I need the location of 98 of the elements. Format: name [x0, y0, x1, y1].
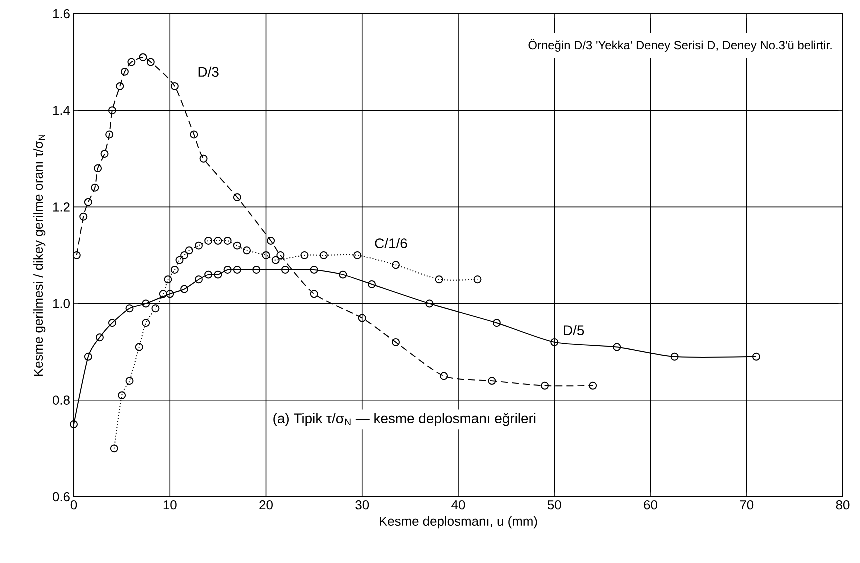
point — [146, 58, 155, 66]
point — [108, 106, 116, 115]
point — [126, 377, 134, 386]
point — [96, 334, 104, 342]
point — [200, 154, 208, 163]
point — [267, 237, 276, 245]
x-tick-label: 70 — [740, 500, 754, 510]
point — [204, 237, 213, 245]
point — [110, 444, 118, 453]
x-axis-title: Kesme deplosmanı, u (mm) — [380, 516, 538, 529]
point — [272, 256, 280, 264]
point — [224, 237, 232, 245]
point — [541, 382, 550, 390]
point — [120, 68, 129, 76]
x-tick-label: 10 — [164, 500, 177, 510]
x-tick-label: 20 — [260, 500, 273, 510]
point — [170, 266, 179, 274]
series-label: D/3 — [198, 66, 219, 78]
point — [84, 352, 92, 361]
point — [126, 304, 134, 313]
point — [152, 304, 160, 313]
y-tick-label: 0.6 — [52, 492, 70, 502]
series-label: C/1/6 — [375, 238, 408, 249]
point — [243, 246, 252, 255]
point — [492, 319, 501, 328]
point — [233, 242, 242, 250]
x-tick-label: 60 — [644, 500, 658, 510]
point — [176, 256, 184, 264]
point — [180, 285, 189, 294]
point — [276, 251, 285, 260]
point — [252, 266, 261, 274]
point — [392, 261, 400, 270]
y-tick-label: 1.2 — [53, 202, 70, 212]
point — [135, 343, 144, 352]
x-tick-label: 80 — [836, 500, 850, 510]
point — [613, 343, 622, 352]
point — [106, 130, 114, 139]
point — [190, 130, 198, 139]
x-tick-label: 0 — [70, 500, 78, 510]
point — [170, 82, 179, 90]
series-label: D/5 — [564, 325, 584, 336]
point — [488, 377, 496, 386]
point — [752, 352, 760, 361]
point — [204, 270, 213, 279]
y-tick-label: 1.0 — [53, 299, 70, 308]
point — [320, 251, 328, 260]
point — [233, 266, 242, 274]
y-axis-title: Kesme gerilmesi / dikey gerilme oranı τ/σ$_{N}$ — [34, 135, 46, 376]
y-tick-label: 1.4 — [53, 106, 70, 116]
point — [180, 251, 189, 260]
point — [194, 276, 203, 284]
point — [159, 290, 168, 298]
y-tick-label: 1.6 — [53, 9, 70, 19]
point — [440, 372, 448, 380]
point — [70, 420, 78, 429]
point — [281, 266, 290, 274]
point — [310, 290, 318, 298]
point — [262, 251, 270, 260]
point — [118, 392, 126, 400]
y-tick-label: 0.8 — [52, 396, 70, 405]
point — [84, 198, 92, 206]
point — [80, 212, 88, 221]
point — [224, 266, 232, 274]
point — [142, 319, 150, 328]
point — [300, 251, 309, 260]
point — [142, 300, 150, 308]
x-tick-label: 40 — [452, 500, 466, 510]
point — [128, 58, 136, 66]
text: (a) Tipik τ/σ$_{N}$ — kesme deplosmanı eğrileri — [274, 413, 536, 426]
point — [164, 276, 172, 284]
point — [166, 290, 174, 298]
point — [435, 276, 444, 284]
point — [392, 338, 400, 346]
annotation: Örneğin D/3 'Yekka' Deney Serisi D, Deney No.3'ü belirtir. — [528, 39, 832, 52]
point — [108, 319, 116, 328]
point — [72, 251, 81, 260]
x-tick-label: 50 — [548, 500, 562, 510]
point — [185, 246, 194, 255]
point — [474, 276, 482, 284]
point — [116, 82, 124, 90]
point — [339, 270, 348, 279]
point — [354, 251, 362, 260]
point — [670, 352, 679, 361]
point — [233, 194, 242, 202]
point — [550, 338, 559, 346]
point — [91, 184, 100, 192]
point — [194, 242, 203, 250]
point — [589, 382, 598, 390]
point — [310, 266, 318, 274]
point — [214, 270, 222, 279]
point — [139, 53, 148, 62]
point — [426, 300, 434, 308]
point — [94, 164, 102, 173]
point — [100, 150, 109, 158]
x-tick-label: 30 — [356, 500, 370, 510]
point — [368, 280, 376, 288]
point — [214, 237, 222, 245]
point — [358, 314, 366, 322]
